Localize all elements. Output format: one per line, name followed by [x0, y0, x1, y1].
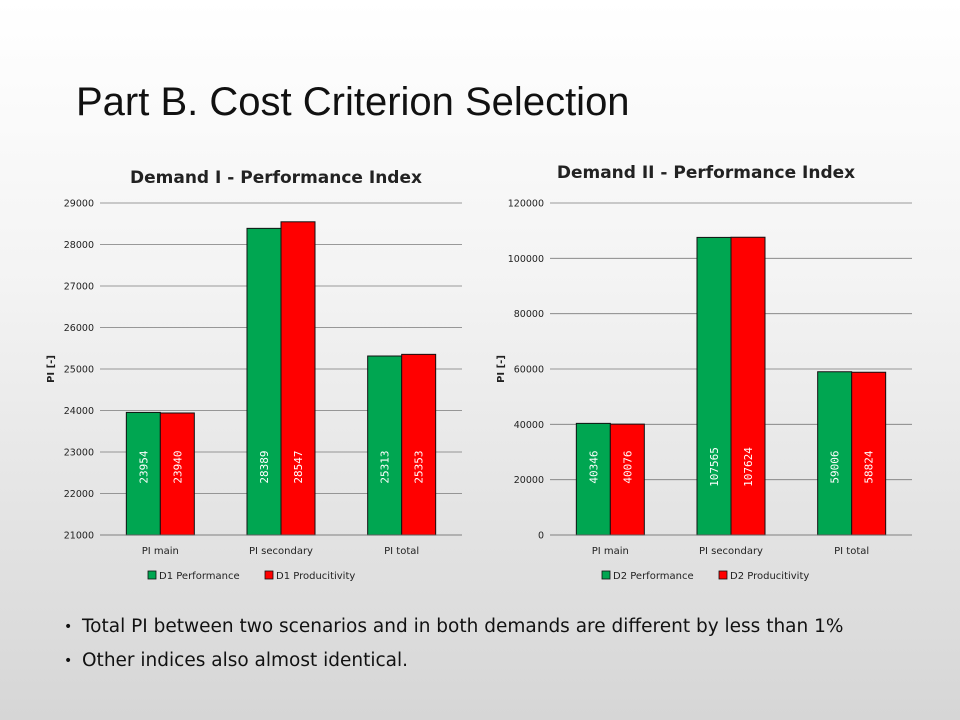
- bar-1-1: [280, 221, 316, 536]
- x-category-label: PI total: [834, 546, 869, 557]
- x-category-label: PI total: [384, 546, 419, 557]
- bullet-item: Total PI between two scenarios and in bo…: [64, 612, 843, 646]
- y-tick-label: 0: [538, 531, 544, 542]
- legend-swatch: [264, 570, 274, 580]
- chart-demand-1: Demand I - Performance Index 21000 22000 23…: [40, 150, 462, 595]
- bar-data-label: 58824: [863, 450, 876, 483]
- y-tick-label: 29000: [64, 199, 94, 210]
- bar-0-0: [575, 422, 611, 536]
- bar-data-label: 25353: [413, 450, 426, 483]
- bar-data-label: 23940: [171, 450, 184, 483]
- slide-title: Part B. Cost Criterion Selection: [76, 80, 630, 124]
- bar-1-0: [246, 227, 282, 536]
- y-tick-label: 80000: [514, 309, 544, 320]
- y-tick-label: 28000: [64, 240, 94, 251]
- x-category-label: PI secondary: [249, 546, 313, 557]
- bar-data-label: 28547: [292, 450, 305, 483]
- x-category-label: PI main: [142, 546, 179, 557]
- legend-label: D1 Producitivity: [276, 571, 355, 582]
- bar-2-0: [367, 355, 403, 536]
- bullet-item: Other indices also almost identical.: [64, 646, 843, 680]
- bar-data-label: 40346: [587, 450, 600, 483]
- bar-data-label: 25313: [379, 450, 392, 483]
- y-tick-label: 100000: [508, 254, 544, 265]
- y-tick-label: 25000: [64, 365, 94, 376]
- y-tick-label: 20000: [514, 475, 544, 486]
- chart-title: Demand II - Performance Index: [557, 163, 855, 183]
- bar-data-label: 59006: [829, 450, 842, 483]
- bar-0-1: [609, 423, 645, 536]
- legend-label: D2 Producitivity: [730, 571, 809, 582]
- chart-demand-2-svg: Demand II - Performance Index 0 20000 40000…: [496, 163, 912, 582]
- y-axis-title: PI [-]: [496, 355, 507, 383]
- chart-demand-2: Demand II - Performance Index 0 20000 40000…: [490, 150, 912, 595]
- bar-data-label: 107624: [742, 447, 755, 487]
- chart-title: Demand I - Performance Index: [130, 168, 422, 188]
- y-tick-label: 21000: [64, 531, 94, 542]
- bullet-list: Total PI between two scenarios and in bo…: [64, 612, 843, 680]
- y-tick-label: 22000: [64, 489, 94, 500]
- legend-swatch: [718, 570, 728, 580]
- y-tick-label: 40000: [514, 420, 544, 431]
- bar-data-label: 40076: [621, 450, 634, 483]
- legend-swatch: [147, 570, 157, 580]
- bar-data-label: 107565: [708, 447, 721, 487]
- chart-demand-1-svg: Demand I - Performance Index 21000 22000 23…: [46, 168, 462, 582]
- y-tick-label: 120000: [508, 199, 544, 210]
- bar-data-label: 23954: [137, 450, 150, 483]
- legend-label: D1 Performance: [159, 571, 240, 582]
- legend-label: D2 Performance: [613, 571, 694, 582]
- bar-2-1: [851, 371, 887, 536]
- y-tick-label: 23000: [64, 448, 94, 459]
- bar-2-1: [401, 353, 437, 536]
- y-tick-label: 24000: [64, 406, 94, 417]
- y-axis-title: PI [-]: [46, 355, 57, 383]
- bar-data-label: 28389: [258, 450, 271, 483]
- y-tick-label: 60000: [514, 365, 544, 376]
- bar-1-1: [730, 236, 766, 536]
- legend-swatch: [601, 570, 611, 580]
- x-category-label: PI secondary: [699, 546, 763, 557]
- bar-1-0: [696, 236, 732, 536]
- y-tick-label: 26000: [64, 323, 94, 334]
- y-tick-label: 27000: [64, 282, 94, 293]
- x-category-label: PI main: [592, 546, 629, 557]
